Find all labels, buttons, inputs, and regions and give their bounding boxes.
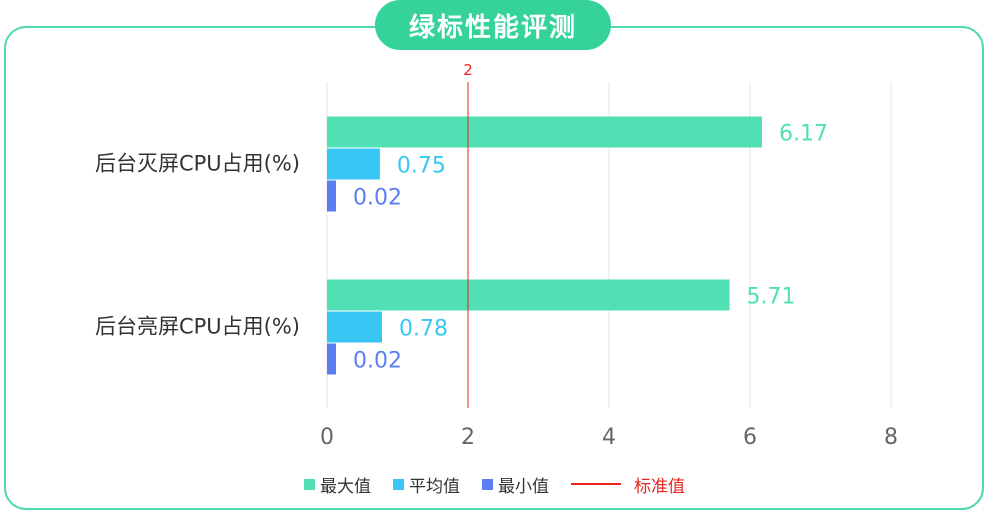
legend-swatch-max [304, 478, 315, 490]
category-label: 后台亮屏CPU占用(%) [95, 315, 300, 339]
legend-label-min: 最小值 [498, 476, 549, 497]
legend-swatch-avg [393, 478, 404, 490]
reference-line-label: 2 [463, 61, 473, 79]
legend-label-avg: 平均值 [409, 476, 460, 497]
bar-value-label: 0.02 [353, 349, 402, 374]
legend-item-max[interactable]: 最大值 [304, 472, 371, 497]
x-tick-label: 8 [884, 425, 898, 450]
bar-value-label: 6.17 [779, 122, 828, 147]
legend-item-min[interactable]: 最小值 [482, 472, 549, 497]
x-tick-label: 4 [602, 425, 616, 450]
bar-value-label: 0.75 [397, 154, 446, 179]
x-tick-label: 2 [461, 425, 475, 450]
x-tick-label: 6 [743, 425, 757, 450]
bar-value-label: 0.78 [399, 317, 448, 342]
category-label: 后台灭屏CPU占用(%) [95, 152, 300, 176]
bar [327, 343, 336, 375]
chart-legend: 最大值 平均值 最小值 标准值 [0, 472, 989, 497]
bar [327, 279, 730, 311]
bar [327, 116, 762, 148]
legend-line-standard [571, 483, 621, 485]
legend-item-avg[interactable]: 平均值 [393, 472, 460, 497]
chart-title: 绿标性能评测 [375, 0, 611, 50]
legend-label-standard: 标准值 [634, 476, 685, 497]
chart-card [4, 26, 984, 510]
bar [327, 311, 382, 343]
legend-swatch-min [482, 478, 493, 490]
bar [327, 180, 336, 212]
bar-value-label: 5.71 [747, 285, 796, 310]
x-tick-label: 0 [320, 425, 334, 450]
bar-value-label: 0.02 [353, 186, 402, 211]
bar [327, 148, 380, 180]
legend-label-max: 最大值 [320, 476, 371, 497]
legend-item-standard[interactable]: 标准值 [571, 472, 685, 497]
